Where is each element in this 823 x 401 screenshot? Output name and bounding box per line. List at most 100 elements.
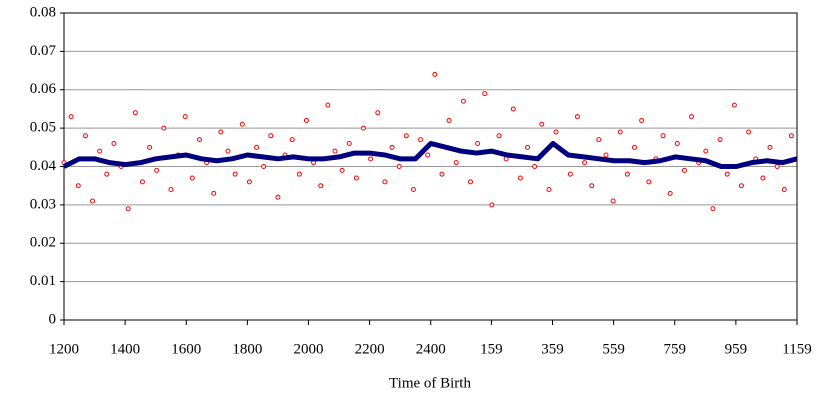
scatter-point [632, 144, 638, 150]
scatter-point [196, 137, 202, 143]
scatter-point [689, 114, 695, 120]
scatter-point [781, 187, 787, 193]
scatter-point [717, 137, 723, 143]
x-tick-label: 1159 [782, 341, 811, 357]
scatter-point [703, 148, 709, 154]
scatter-point [225, 148, 231, 154]
scatter-point [353, 175, 359, 181]
scatter-point [446, 117, 452, 123]
scatter-point [382, 179, 388, 185]
scatter-point [325, 102, 331, 108]
scatter-point [553, 129, 559, 135]
x-tick-label: 959 [725, 341, 748, 357]
scatter-point [738, 183, 744, 189]
scatter-point [182, 114, 188, 120]
scatter-point [667, 190, 673, 196]
scatter-point [332, 148, 338, 154]
scatter-point [75, 183, 81, 189]
scatter-point [596, 137, 602, 143]
scatter-point [496, 133, 502, 139]
scatter-point [674, 140, 680, 146]
scatter-point [432, 71, 438, 77]
scatter-point [453, 160, 459, 166]
scatter-point [218, 129, 224, 135]
scatter-point [389, 144, 395, 150]
y-tick-label: 0.08 [30, 4, 56, 20]
x-tick-label: 759 [663, 341, 686, 357]
y-tick-label: 0.05 [30, 120, 56, 136]
scatter-point [125, 206, 131, 212]
scatter-point [90, 198, 96, 204]
scatter-point [318, 183, 324, 189]
scatter-point [161, 125, 167, 131]
scatter-point [239, 121, 245, 127]
scatter-point [368, 156, 374, 162]
scatter-point [439, 171, 445, 177]
y-tick-label: 0.06 [30, 81, 57, 97]
scatter-point [68, 114, 74, 120]
scatter-point [254, 144, 260, 150]
scatter-point [168, 187, 174, 193]
scatter-point [603, 152, 609, 158]
scatter-point [211, 190, 217, 196]
x-tick-label: 1200 [49, 341, 79, 357]
scatter-point [296, 171, 302, 177]
scatter-point [574, 114, 580, 120]
scatter-point [525, 144, 531, 150]
scatter-point [517, 175, 523, 181]
scatter-point [403, 133, 409, 139]
scatter-point [111, 140, 117, 146]
scatter-point [303, 117, 309, 123]
scatter-point [589, 183, 595, 189]
scatter-point [396, 164, 402, 169]
scatter-point [132, 110, 138, 116]
scatter-point [746, 129, 752, 135]
scatter-point [482, 91, 488, 97]
scatter-point [724, 171, 730, 177]
scatter-point [104, 171, 110, 177]
scatter-point [339, 167, 345, 173]
scatter-point [139, 179, 145, 185]
scatter-point [275, 194, 281, 200]
scatter-point [361, 125, 367, 131]
scatter-point [246, 179, 252, 185]
scatter-point [475, 140, 481, 146]
scatter-point [546, 187, 552, 193]
scatter-point [617, 129, 623, 135]
scatter-point [489, 202, 495, 208]
x-axis-title: Time of Birth [389, 375, 471, 391]
x-tick-label: 1600 [171, 341, 201, 357]
scatter-point [375, 110, 381, 116]
scatter-point [532, 164, 538, 169]
scatter-point [189, 175, 195, 181]
scatter-point [660, 133, 666, 139]
x-tick-label: 2200 [355, 341, 385, 357]
x-tick-label: 559 [602, 341, 625, 357]
scatter-point [731, 102, 737, 108]
scatter-point [710, 206, 716, 212]
scatter-point [567, 171, 573, 177]
scatter-point [268, 133, 274, 139]
scatter-point [646, 179, 652, 185]
scatter-point [681, 167, 687, 173]
scatter-point [467, 179, 473, 185]
scatter-point [582, 160, 588, 166]
scatter-point [97, 148, 103, 154]
y-tick-label: 0.04 [30, 158, 57, 174]
scatter-point [410, 187, 416, 193]
scatter-point [289, 137, 295, 143]
scatter-point [624, 171, 630, 177]
scatter-point [147, 144, 153, 150]
scatter-point [610, 198, 616, 204]
x-tick-label: 359 [541, 341, 564, 357]
scatter-point [460, 98, 466, 104]
y-tick-label: 0.01 [30, 273, 56, 289]
y-tick-label: 0.03 [30, 196, 56, 212]
scatter-point [539, 121, 545, 127]
x-tick-label: 2400 [416, 341, 446, 357]
scatter-point [788, 133, 794, 139]
scatter-point [418, 137, 424, 143]
scatter-point [760, 175, 766, 181]
scatter-point [82, 133, 88, 139]
